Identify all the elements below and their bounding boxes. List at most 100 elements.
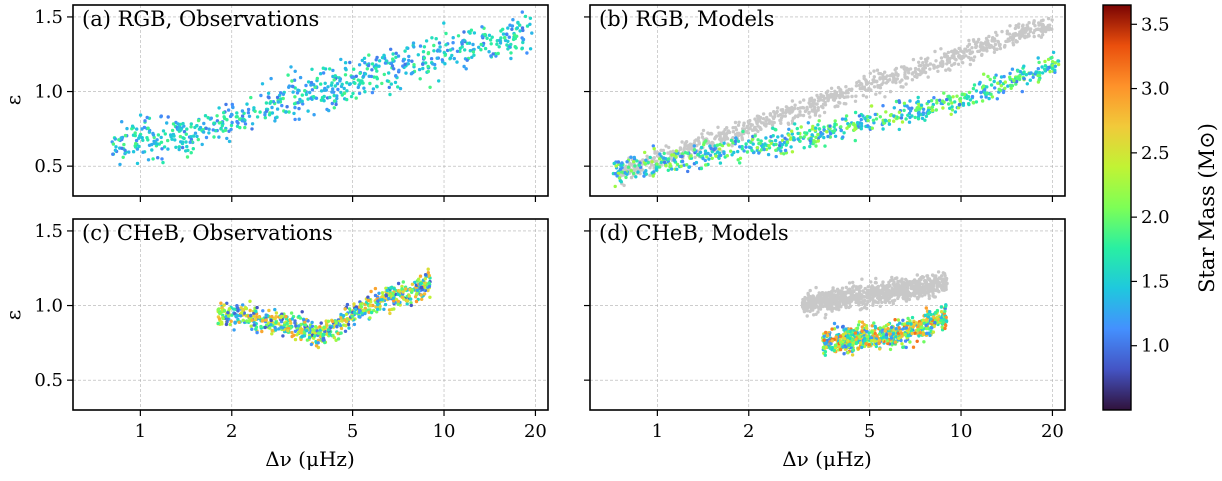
- data-point: [229, 319, 233, 323]
- data-point: [851, 122, 856, 127]
- data-point: [802, 135, 806, 139]
- data-point: [666, 168, 670, 172]
- data-point: [780, 142, 785, 147]
- data-point: [740, 137, 745, 142]
- data-point: [987, 34, 991, 39]
- data-point: [322, 99, 326, 103]
- data-point: [986, 74, 990, 79]
- data-point: [123, 133, 128, 138]
- panel-d-grid: [590, 219, 1065, 410]
- data-point: [252, 323, 256, 327]
- data-point: [881, 296, 886, 300]
- data-point: [939, 56, 944, 60]
- data-point: [362, 86, 366, 90]
- data-point: [624, 175, 628, 180]
- data-point: [280, 314, 284, 319]
- data-point: [1008, 77, 1012, 82]
- data-point: [270, 111, 275, 115]
- data-point: [674, 149, 679, 153]
- data-point: [850, 94, 854, 99]
- data-point: [733, 120, 738, 125]
- data-point: [818, 134, 822, 139]
- data-point: [192, 134, 196, 138]
- data-point: [614, 164, 618, 168]
- data-point: [369, 310, 374, 315]
- data-point: [897, 110, 902, 115]
- data-point: [770, 123, 775, 127]
- data-point: [1040, 65, 1044, 69]
- data-point: [970, 94, 975, 99]
- data-point: [427, 284, 432, 289]
- data-point: [111, 152, 115, 156]
- data-point: [829, 86, 834, 91]
- data-point: [798, 100, 802, 104]
- data-point: [151, 157, 155, 161]
- data-point: [778, 113, 783, 117]
- data-point: [828, 346, 832, 350]
- data-point: [859, 124, 864, 128]
- data-point: [823, 100, 827, 105]
- data-point: [390, 64, 395, 68]
- data-point: [137, 136, 141, 140]
- data-point: [833, 289, 837, 293]
- data-point: [1008, 83, 1013, 88]
- data-point: [221, 316, 225, 321]
- data-point: [939, 316, 944, 320]
- data-point: [906, 321, 910, 325]
- data-point: [334, 102, 338, 107]
- data-point: [817, 127, 822, 131]
- data-point: [472, 31, 477, 35]
- data-point: [756, 138, 760, 142]
- data-point: [322, 325, 326, 329]
- data-point: [353, 81, 357, 86]
- data-point: [375, 77, 379, 81]
- data-point: [260, 329, 264, 334]
- data-point: [905, 76, 910, 80]
- data-point: [793, 103, 797, 107]
- data-point: [942, 91, 946, 95]
- data-point: [841, 135, 845, 139]
- data-point: [839, 340, 843, 345]
- data-point: [409, 303, 413, 308]
- data-point: [704, 163, 708, 167]
- data-point: [846, 327, 851, 331]
- data-point: [924, 323, 928, 328]
- data-point: [828, 126, 832, 131]
- data-point: [692, 148, 697, 152]
- data-point: [844, 327, 848, 331]
- x-tick-label: 20: [524, 421, 547, 442]
- data-point: [418, 274, 423, 278]
- data-point: [682, 146, 686, 151]
- data-point: [857, 114, 862, 118]
- data-point: [679, 164, 683, 168]
- data-point: [867, 331, 871, 335]
- data-point: [300, 327, 304, 332]
- data-point: [250, 127, 254, 131]
- data-point: [1021, 23, 1025, 27]
- data-point: [916, 327, 920, 332]
- data-point: [240, 311, 244, 315]
- data-point: [368, 303, 373, 308]
- data-point: [287, 85, 291, 90]
- data-point: [777, 146, 781, 151]
- data-point: [993, 47, 997, 51]
- data-point: [1036, 27, 1041, 31]
- data-point: [946, 57, 951, 61]
- data-point: [343, 61, 348, 65]
- data-point: [421, 50, 426, 54]
- data-point: [822, 128, 826, 132]
- data-point: [234, 314, 238, 318]
- data-point: [919, 56, 923, 60]
- data-point: [891, 301, 895, 306]
- data-point: [893, 318, 897, 322]
- data-point: [862, 323, 866, 327]
- data-point: [667, 145, 671, 150]
- data-point: [860, 325, 864, 329]
- data-point: [932, 66, 936, 70]
- data-point: [382, 72, 386, 77]
- data-point: [467, 41, 472, 45]
- data-point: [467, 30, 471, 34]
- data-point: [899, 338, 903, 343]
- data-point: [880, 328, 885, 332]
- data-point: [1009, 86, 1013, 91]
